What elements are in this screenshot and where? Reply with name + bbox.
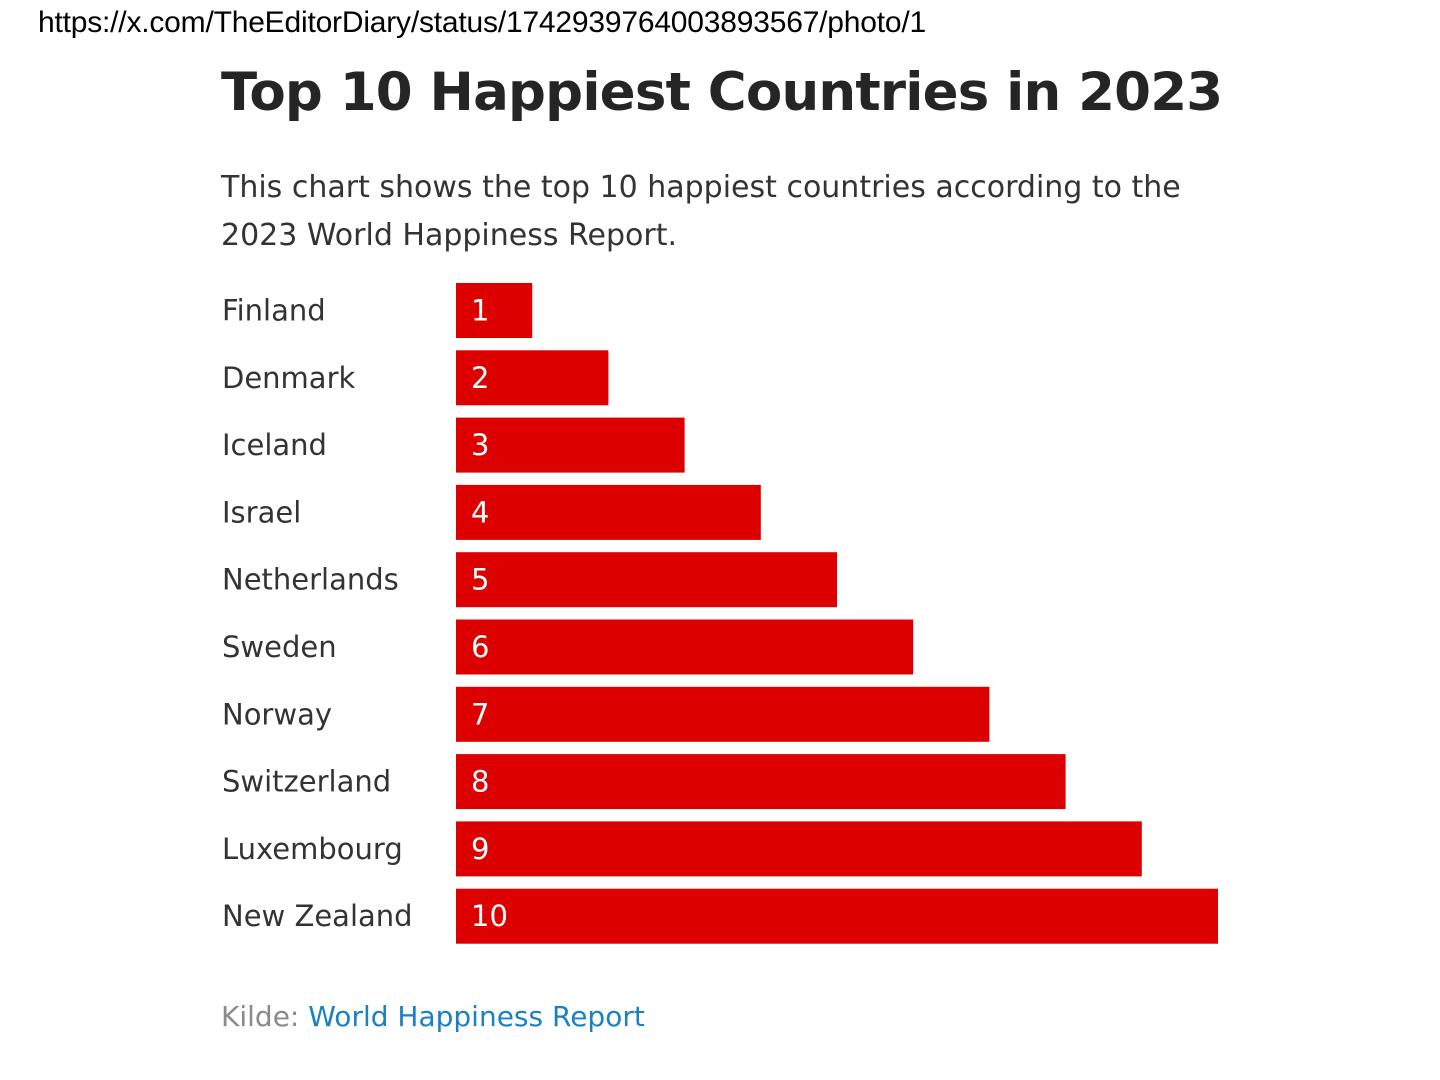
category-label: Netherlands — [222, 563, 399, 597]
bar-value-label: 9 — [471, 832, 489, 866]
category-label: Denmark — [222, 361, 355, 395]
bar — [456, 888, 1218, 944]
bar-value-label: 6 — [471, 630, 489, 664]
category-label: New Zealand — [222, 899, 413, 933]
category-label: Luxembourg — [222, 832, 403, 866]
source-link[interactable]: World Happiness Report — [308, 1000, 645, 1033]
bar — [456, 417, 685, 473]
source-label: Kilde: — [221, 1000, 309, 1033]
category-label: Sweden — [222, 630, 337, 664]
bar — [456, 552, 837, 608]
bar — [456, 821, 1142, 877]
bar — [456, 619, 914, 675]
bar-value-label: 7 — [471, 697, 489, 731]
bar-chart: Finland 1 Denmark 2 Iceland 3 Israel 4 Netherlan… — [222, 283, 1218, 944]
bar — [456, 754, 1066, 810]
source-url: https://x.com/TheEditorDiary/status/1742… — [38, 6, 927, 39]
bar-value-label: 1 — [471, 294, 489, 328]
bar — [456, 350, 609, 406]
bar — [456, 283, 533, 338]
bar-value-label: 4 — [471, 495, 489, 529]
chart-title: Top 10 Happiest Countries in 2023 — [221, 62, 1223, 123]
source-line: Kilde: World Happiness Report — [221, 1000, 645, 1033]
category-label: Iceland — [222, 428, 327, 462]
category-label: Norway — [222, 697, 332, 731]
category-label: Finland — [222, 294, 326, 328]
chart-subtitle: This chart shows the top 10 happiest cou… — [221, 170, 1181, 253]
category-label: Switzerland — [222, 765, 391, 799]
category-label: Israel — [222, 495, 301, 529]
bar — [456, 484, 761, 540]
bar — [456, 686, 990, 742]
bar-value-label: 2 — [471, 361, 489, 395]
bar-value-label: 5 — [471, 563, 489, 597]
bar-value-label: 8 — [471, 765, 489, 799]
bar-value-label: 10 — [471, 899, 508, 933]
bar-value-label: 3 — [471, 428, 489, 462]
